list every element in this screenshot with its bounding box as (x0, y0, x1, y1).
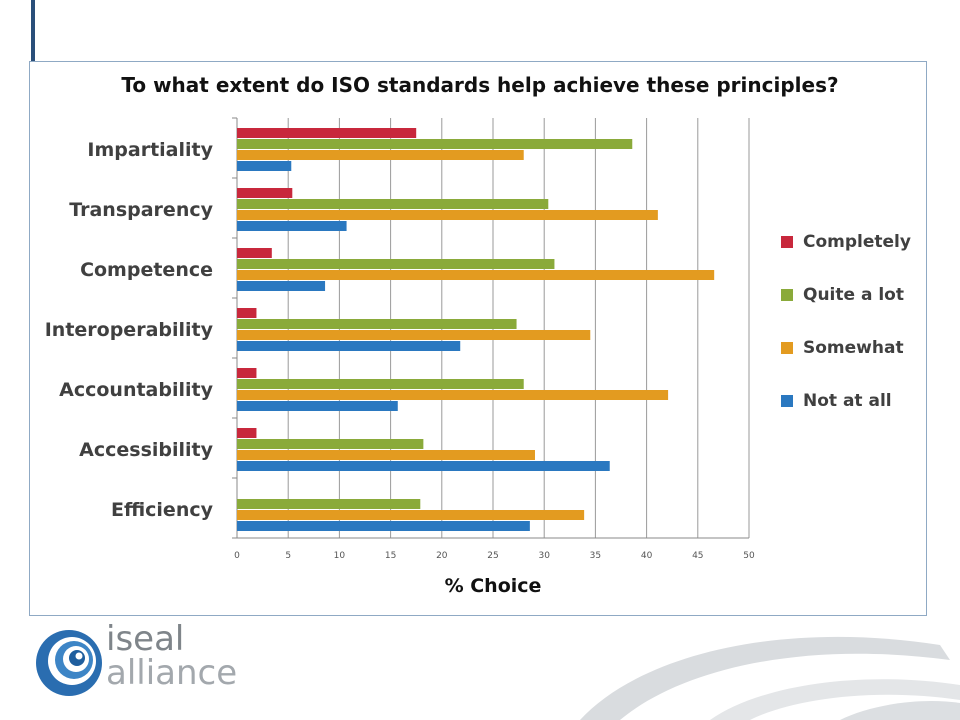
chart-title: To what extent do ISO standards help ach… (121, 73, 839, 97)
x-tick-label: 20 (436, 551, 448, 561)
category-label: Interoperability (45, 319, 214, 341)
logo-line-1: iseal (106, 619, 185, 659)
x-axis-label: % Choice (445, 575, 542, 597)
x-tick-label: 30 (538, 551, 550, 561)
x-tick-label: 0 (234, 551, 240, 561)
bar-not-at-all (237, 341, 461, 351)
category-label: Competence (80, 259, 213, 281)
x-tick-label: 50 (743, 551, 755, 561)
bar-somewhat (237, 210, 658, 220)
x-tick-label: 5 (285, 551, 291, 561)
x-tick-label: 45 (692, 551, 703, 561)
category-label: Impartiality (87, 139, 213, 161)
bar-quite-a-lot (237, 319, 517, 329)
bar-completely (237, 308, 257, 318)
bar-completely (237, 368, 257, 378)
bar-not-at-all (237, 461, 610, 471)
bar-completely (237, 248, 272, 258)
bar-quite-a-lot (237, 199, 549, 209)
x-tick-label: 10 (334, 551, 346, 561)
legend-swatch (781, 395, 793, 407)
legend-label: Completely (803, 232, 911, 252)
bar-not-at-all (237, 161, 292, 171)
x-tick-label: 15 (385, 551, 396, 561)
bar-somewhat (237, 270, 715, 280)
logo-line-2: alliance (106, 653, 238, 693)
legend-swatch (781, 289, 793, 301)
bar-quite-a-lot (237, 499, 421, 509)
bar-somewhat (237, 150, 524, 160)
logo-wordmark: iseal alliance (106, 622, 237, 690)
bar-somewhat (237, 390, 669, 400)
legend-item: Not at all (781, 387, 911, 415)
category-label: Accountability (59, 379, 213, 401)
legend-label: Somewhat (803, 338, 904, 358)
bar-not-at-all (237, 521, 530, 531)
legend-swatch (781, 236, 793, 248)
bar-somewhat (237, 450, 535, 460)
bar-completely (237, 128, 417, 138)
legend-item: Somewhat (781, 334, 911, 362)
legend-swatch (781, 342, 793, 354)
x-tick-label: 40 (641, 551, 653, 561)
legend-item: Completely (781, 228, 911, 256)
legend-label: Not at all (803, 391, 892, 411)
category-label: Efficiency (111, 499, 214, 521)
bar-not-at-all (237, 401, 398, 411)
bar-quite-a-lot (237, 139, 633, 149)
legend-label: Quite a lot (803, 285, 904, 305)
bar-quite-a-lot (237, 259, 555, 269)
legend-item: Quite a lot (781, 281, 911, 309)
slide-accent-bar (31, 0, 35, 110)
bar-completely (237, 428, 257, 438)
bar-quite-a-lot (237, 439, 424, 449)
bar-not-at-all (237, 281, 326, 291)
x-tick-label: 25 (487, 551, 498, 561)
bar-not-at-all (237, 221, 347, 231)
category-label: Accessibility (79, 439, 213, 461)
bar-completely (237, 188, 293, 198)
iseal-logo-icon (36, 630, 102, 696)
category-label: Transparency (69, 199, 213, 221)
bar-somewhat (237, 330, 591, 340)
x-tick-label: 35 (590, 551, 601, 561)
bar-somewhat (237, 510, 585, 520)
bar-quite-a-lot (237, 379, 524, 389)
chart-legend: Completely Quite a lot Somewhat Not at all (781, 228, 911, 440)
decorative-swoosh (580, 636, 960, 720)
